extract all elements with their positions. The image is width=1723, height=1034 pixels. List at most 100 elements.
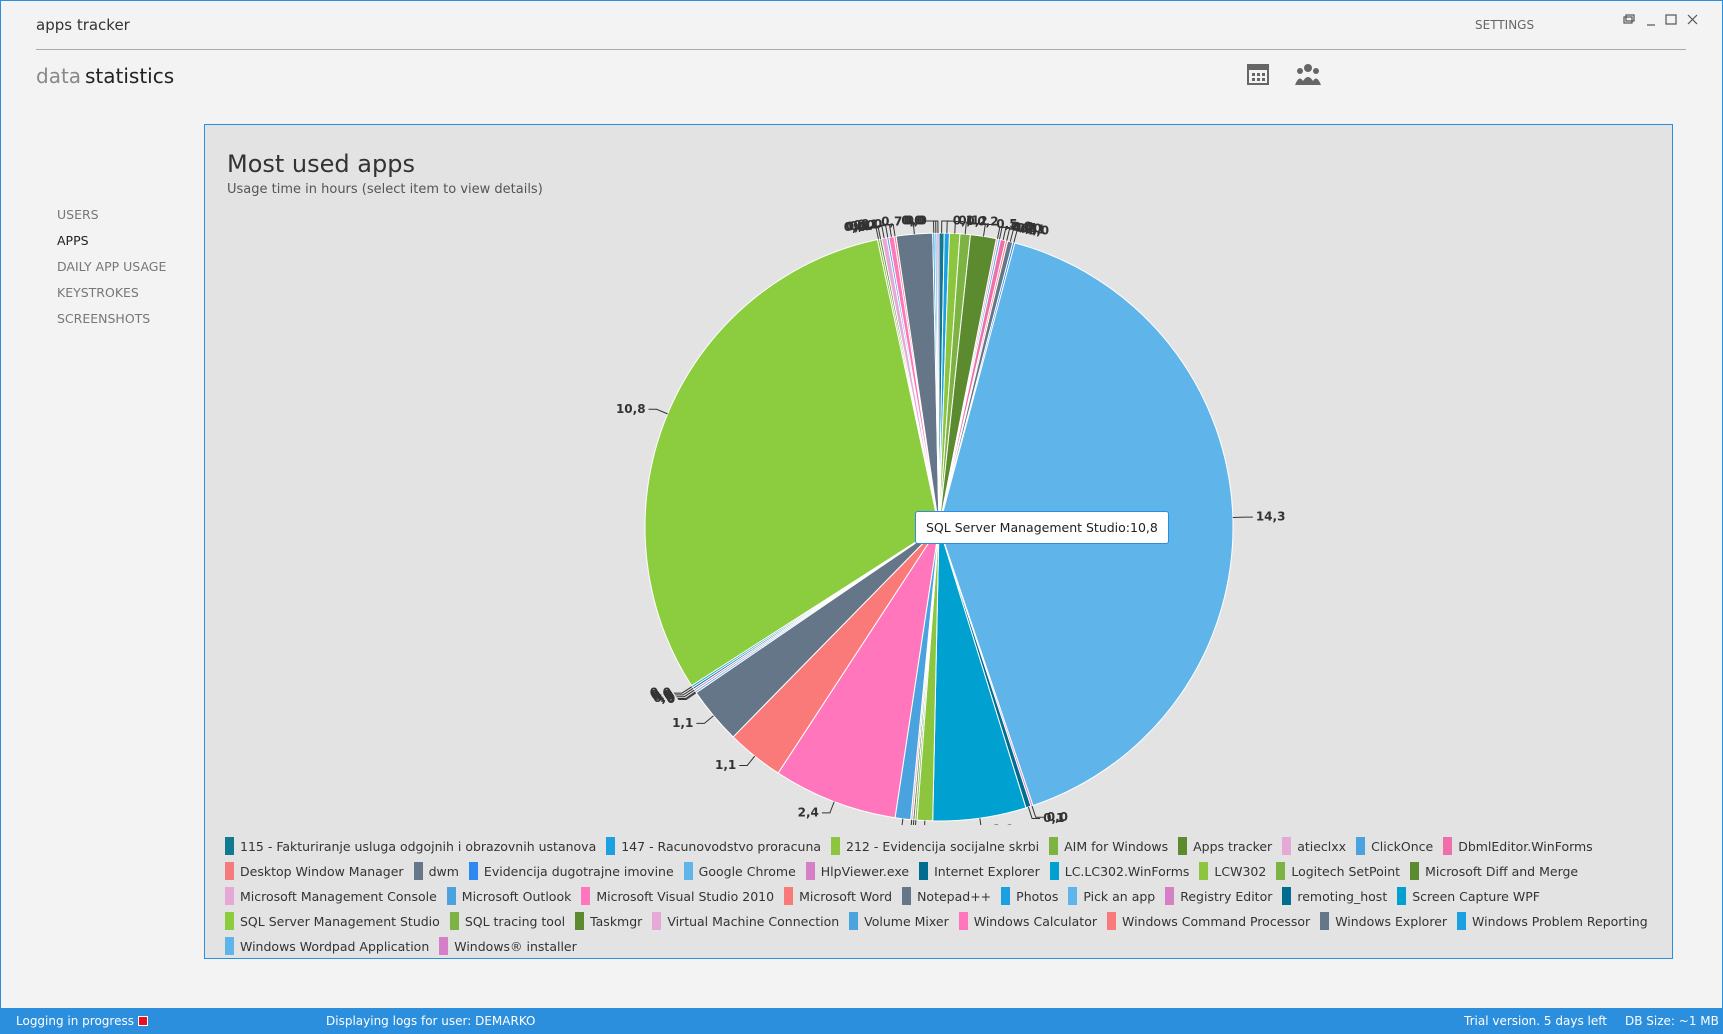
status-user: Displaying logs for user: DEMARKO bbox=[326, 1014, 536, 1028]
data-label: 0,1 bbox=[958, 214, 979, 228]
label-leader bbox=[675, 687, 694, 696]
legend-item: Pick an app bbox=[1068, 887, 1155, 905]
label-leader bbox=[927, 220, 937, 234]
chart-panel: 0,1 0,1 0,2 0,2 0,5 0,0 0,0 0,1 0,0 0,1 0,0 14,3 0,0… bbox=[204, 124, 1673, 959]
legend-swatch bbox=[1199, 862, 1209, 880]
label-leader bbox=[873, 225, 885, 239]
legend-label: atieclxx bbox=[1297, 838, 1347, 854]
legend-swatch bbox=[1001, 887, 1011, 905]
data-label: 0,0 bbox=[846, 220, 867, 234]
legend-label: SQL tracing tool bbox=[464, 913, 566, 929]
pie-slice[interactable] bbox=[777, 526, 940, 819]
label-leader bbox=[929, 220, 939, 234]
legend-swatch bbox=[225, 862, 234, 880]
data-label: 0,0 bbox=[881, 824, 902, 825]
legend-item: LCW302 bbox=[1199, 862, 1266, 880]
legend-swatch bbox=[1282, 887, 1292, 905]
legend-swatch bbox=[1178, 837, 1188, 855]
data-label: 0,0 bbox=[906, 214, 927, 228]
pie-slice[interactable] bbox=[936, 232, 940, 528]
legend-swatch bbox=[446, 887, 456, 905]
nav-item[interactable]: KEYSTROKES bbox=[57, 285, 139, 300]
legend-swatch bbox=[1457, 912, 1467, 930]
legend-label: Microsoft Outlook bbox=[461, 888, 572, 904]
legend-item: atieclxx bbox=[1282, 837, 1346, 855]
legend-label: Virtual Machine Connection bbox=[667, 913, 840, 929]
label-leader bbox=[954, 220, 964, 234]
data-label: 0,0 bbox=[650, 686, 671, 700]
legend-swatch bbox=[1282, 837, 1292, 855]
chart-subtitle: Usage time in hours (select item to view… bbox=[227, 182, 543, 197]
legend-swatch bbox=[919, 862, 929, 880]
legend-item: Microsoft Visual Studio 2010 bbox=[581, 887, 774, 905]
status-db: DB Size: ~1 MB bbox=[1625, 1014, 1719, 1028]
data-label: 0,2 bbox=[977, 215, 998, 229]
data-label: 2,4 bbox=[798, 805, 819, 819]
label-leader bbox=[982, 224, 994, 237]
tooltip: SQL Server Management Studio:10,8 bbox=[915, 511, 1169, 544]
nav-item[interactable]: DAILY APP USAGE bbox=[57, 259, 167, 274]
status-indicator bbox=[138, 1016, 148, 1026]
data-label: 0,0 bbox=[901, 214, 922, 228]
legend-label: DbmlEditor.WinForms bbox=[1458, 838, 1593, 854]
legend-item: Screen Capture WPF bbox=[1397, 887, 1540, 905]
label-leader bbox=[901, 818, 904, 825]
legend-item: Volume Mixer bbox=[849, 912, 949, 930]
legend-swatch bbox=[1107, 912, 1116, 930]
separator bbox=[36, 49, 1686, 50]
legend-label: Microsoft Management Console bbox=[240, 888, 437, 904]
label-leader bbox=[877, 225, 889, 238]
legend-label: Windows® installer bbox=[454, 938, 577, 954]
legend-item: Microsoft Word bbox=[784, 887, 892, 905]
legend: 115 - Fakturiranje usluga odgojnih i obr… bbox=[225, 837, 1665, 962]
tab[interactable]: statistics bbox=[85, 64, 175, 88]
legend-swatch bbox=[225, 937, 234, 955]
legend-label: Taskmgr bbox=[590, 913, 643, 929]
legend-item: Desktop Window Manager bbox=[225, 862, 404, 880]
legend-swatch bbox=[958, 912, 968, 930]
legend-label: Microsoft Diff and Merge bbox=[1425, 863, 1579, 879]
legend-swatch bbox=[831, 837, 841, 855]
legend-swatch bbox=[575, 912, 585, 930]
legend-item: DbmlEditor.WinForms bbox=[1443, 837, 1593, 855]
legend-swatch bbox=[1049, 862, 1059, 880]
label-leader bbox=[648, 408, 668, 415]
legend-swatch bbox=[1410, 862, 1420, 880]
legend-label: Photos bbox=[1016, 888, 1059, 904]
data-label: 0,0 bbox=[652, 689, 673, 703]
label-leader bbox=[915, 820, 917, 825]
legend-label: ClickOnce bbox=[1371, 838, 1434, 854]
nav-item[interactable]: SCREENSHOTS bbox=[57, 311, 151, 326]
legend-label: Volume Mixer bbox=[864, 913, 949, 929]
legend-item: Google Chrome bbox=[683, 862, 796, 880]
legend-item: SQL tracing tool bbox=[449, 912, 566, 930]
legend-swatch bbox=[1397, 887, 1407, 905]
data-label: 0,0 bbox=[853, 218, 874, 232]
data-label: 0,0 bbox=[1020, 222, 1041, 236]
legend-label: Apps tracker bbox=[1193, 838, 1273, 854]
toolbar-icons[interactable] bbox=[1246, 61, 1326, 89]
legend-item: Windows Command Processor bbox=[1107, 912, 1310, 930]
legend-swatch bbox=[225, 887, 234, 905]
label-leader bbox=[821, 801, 835, 814]
legend-swatch bbox=[849, 912, 859, 930]
legend-item: Virtual Machine Connection bbox=[652, 912, 839, 930]
legend-item: Logitech SetPoint bbox=[1276, 862, 1400, 880]
legend-swatch bbox=[413, 862, 423, 880]
window-controls[interactable] bbox=[1619, 11, 1714, 31]
label-leader bbox=[676, 689, 695, 698]
label-leader bbox=[905, 221, 915, 235]
legend-swatch bbox=[468, 862, 478, 880]
legend-item: ClickOnce bbox=[1356, 837, 1433, 855]
data-label: 0,0 bbox=[653, 691, 674, 705]
settings-button[interactable]: SETTINGS bbox=[1475, 18, 1535, 32]
nav-item[interactable]: APPS bbox=[57, 233, 89, 248]
tab[interactable]: data bbox=[36, 64, 82, 88]
data-label: 1,1 bbox=[715, 758, 736, 772]
label-leader bbox=[979, 818, 982, 825]
label-leader bbox=[1031, 805, 1044, 818]
legend-item: Windows Explorer bbox=[1320, 912, 1447, 930]
nav-item[interactable]: USERS bbox=[57, 207, 99, 222]
legend-item: Evidencija dugotrajne imovine bbox=[468, 862, 674, 880]
